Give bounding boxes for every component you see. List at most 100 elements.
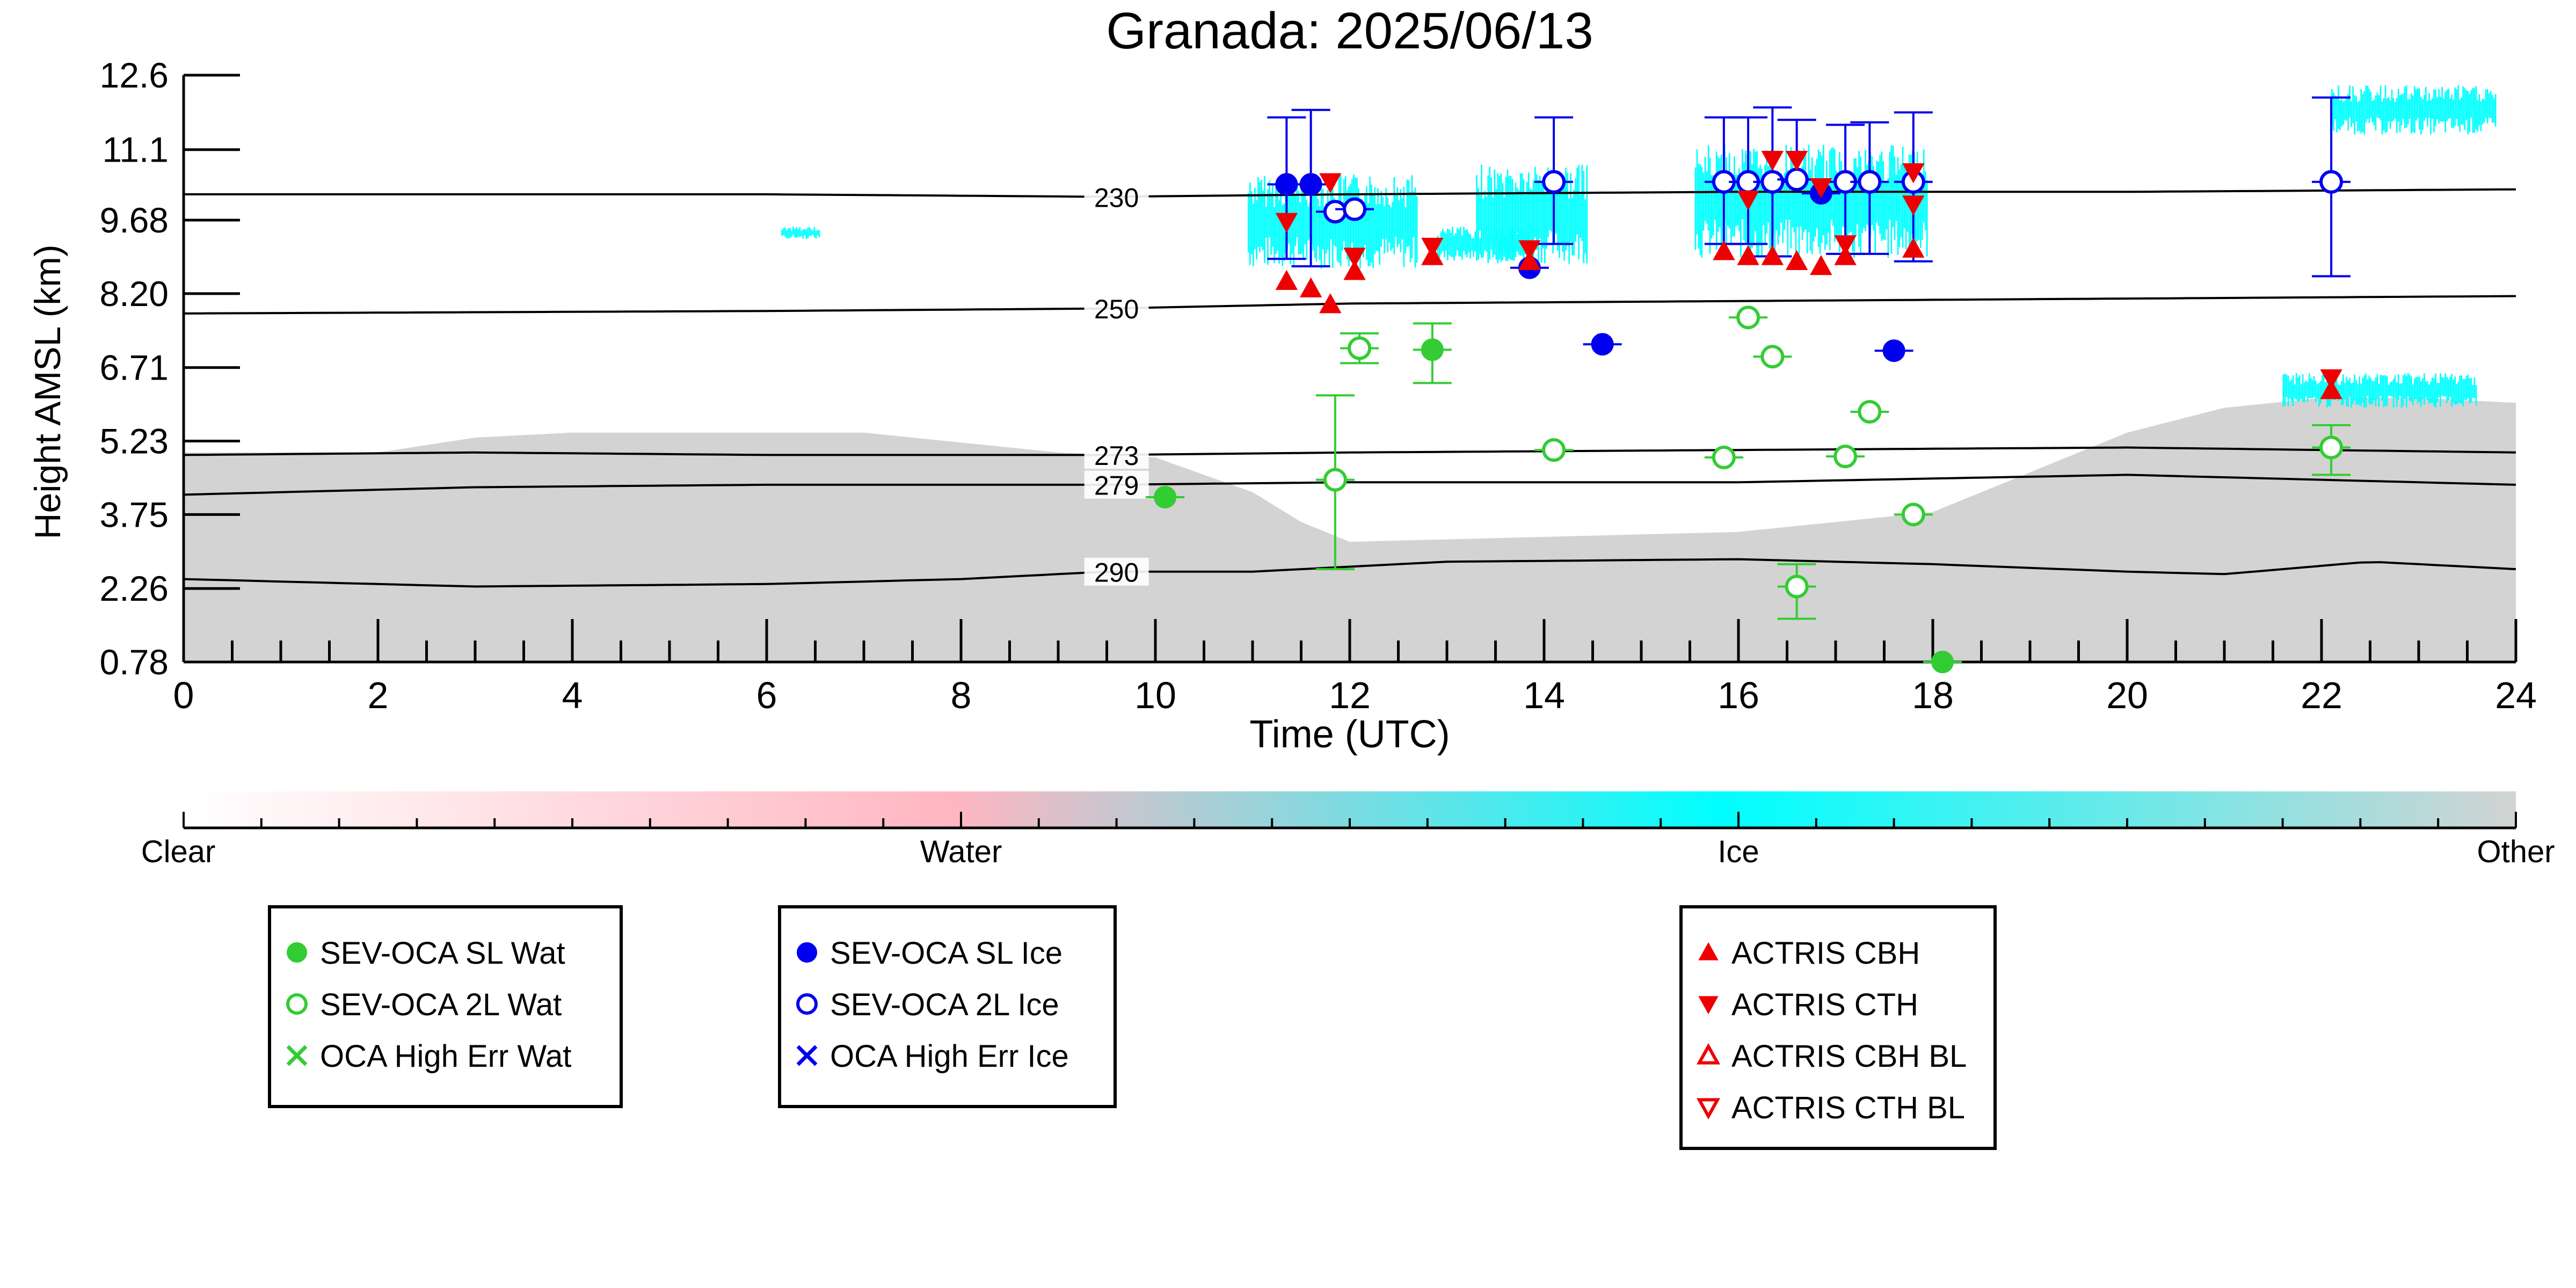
ice-cloud-column	[2354, 95, 2355, 135]
legend-item: SEV-OCA SL Ice	[797, 936, 1063, 971]
ice-cloud-column	[1457, 228, 1458, 251]
ice-cloud-column	[1377, 188, 1379, 252]
legend-label: OCA High Err Ice	[830, 1039, 1069, 1074]
ice-cloud-column	[2396, 382, 2398, 407]
ice-cloud-column	[1526, 181, 1528, 260]
ice-cloud-column	[2282, 374, 2284, 407]
ice-cloud-column	[1573, 190, 1575, 256]
ice-cloud-region	[2331, 85, 2497, 135]
ice-cloud-column	[1565, 168, 1567, 251]
y-tick-label: 12.6	[100, 55, 169, 95]
ice-cloud-column	[1460, 227, 1461, 257]
ice-cloud-column	[1516, 234, 1518, 252]
ice-cloud-column	[2342, 374, 2344, 405]
ice-cloud-column	[1806, 177, 1808, 254]
ice-cloud-column	[1707, 145, 1709, 231]
ice-cloud-column	[1779, 174, 1781, 236]
ice-cloud-column	[1836, 170, 1837, 236]
ice-cloud-column	[2351, 101, 2352, 127]
legend-item: SEV-OCA 2L Ice	[796, 987, 1059, 1022]
ice-cloud-column	[1890, 145, 1893, 254]
ice-cloud-column	[1519, 173, 1522, 248]
ice-cloud-column	[1527, 172, 1530, 250]
x-axis-label: Time (UTC)	[1249, 713, 1450, 756]
ice-cloud-column	[2357, 384, 2359, 404]
ice-cloud-column	[1374, 187, 1376, 254]
ice-cloud-column	[1482, 228, 1485, 258]
ice-cloud-region	[781, 227, 820, 239]
ice-cloud-column	[2404, 374, 2406, 398]
ice-cloud-column	[1702, 172, 1705, 231]
x-tick-label: 8	[951, 674, 972, 716]
ice-cloud-column	[1898, 169, 1901, 248]
ice-cloud-column	[2440, 373, 2441, 407]
ice-cloud-column	[1874, 176, 1876, 255]
ice-cloud-column	[1416, 196, 1418, 263]
ice-cloud-column	[1461, 235, 1463, 260]
ice-cloud-column	[1479, 238, 1481, 254]
ice-cloud-column	[2365, 373, 2367, 407]
ice-cloud-column	[1489, 166, 1491, 243]
ice-cloud-column	[1798, 178, 1800, 254]
ice-cloud-column	[2449, 376, 2451, 397]
ice-cloud-column	[2317, 384, 2318, 398]
ice-cloud-column	[2407, 373, 2409, 397]
ice-cloud-column	[2371, 100, 2374, 122]
legend-marker	[1696, 1043, 1721, 1065]
ice-cloud-column	[1372, 194, 1374, 268]
data-point	[1421, 237, 1444, 258]
ice-cloud-column	[2360, 89, 2362, 134]
ice-cloud-column	[1296, 185, 1298, 237]
ice-cloud-column	[2384, 375, 2386, 406]
ice-cloud-column	[2420, 381, 2422, 407]
ice-cloud-column	[2435, 90, 2436, 126]
ice-cloud-column	[1832, 147, 1834, 226]
ice-cloud-column	[1447, 228, 1449, 260]
ice-cloud-column	[1557, 192, 1559, 251]
ice-cloud-column	[2341, 99, 2342, 127]
ice-cloud-column	[2438, 89, 2440, 124]
ice-cloud-column	[1395, 193, 1397, 237]
ice-cloud-column	[2470, 90, 2472, 118]
ice-cloud-column	[1253, 203, 1254, 266]
ice-cloud-column	[2433, 89, 2435, 133]
ice-cloud-column	[2349, 378, 2351, 397]
isotherm-label: 250	[1094, 294, 1139, 324]
ice-cloud-column	[1698, 163, 1700, 249]
ice-cloud-column	[1795, 153, 1797, 255]
ice-cloud-column	[2298, 375, 2301, 401]
ice-cloud-column	[2467, 374, 2469, 398]
ice-cloud-column	[815, 230, 817, 239]
ice-cloud-column	[2306, 382, 2309, 402]
ice-cloud-column	[2448, 88, 2449, 119]
ice-cloud-column	[1452, 227, 1453, 258]
ice-cloud-column	[1387, 198, 1389, 253]
ice-cloud-column	[1283, 203, 1285, 261]
ice-cloud-column	[1262, 190, 1264, 251]
ice-cloud-column	[1331, 179, 1334, 268]
ice-cloud-column	[1717, 156, 1719, 232]
data-point	[1902, 237, 1925, 258]
ice-cloud-column	[2310, 378, 2312, 398]
ice-cloud-column	[1508, 176, 1510, 259]
ice-cloud-column	[2475, 86, 2477, 129]
ice-cloud-column	[2339, 100, 2341, 130]
ice-cloud-column	[1494, 169, 1496, 243]
ice-cloud-column	[1861, 173, 1863, 234]
ice-cloud-column	[2456, 89, 2458, 119]
data-point	[1785, 168, 1809, 192]
ice-cloud-column	[2399, 95, 2401, 133]
data-point	[1319, 173, 1342, 193]
ice-cloud-column	[2444, 91, 2446, 133]
ice-cloud-column	[2383, 375, 2385, 407]
ice-cloud-column	[1811, 157, 1813, 254]
legend-item: ACTRIS CTH	[1698, 987, 1918, 1022]
ice-cloud-column	[1359, 199, 1361, 269]
ice-cloud-column	[2397, 374, 2399, 400]
ice-cloud-column	[1361, 199, 1363, 254]
ice-cloud-column	[809, 227, 811, 236]
ice-cloud-column	[2373, 381, 2375, 401]
ice-cloud-column	[1518, 190, 1520, 252]
ice-cloud-column	[1532, 180, 1534, 260]
